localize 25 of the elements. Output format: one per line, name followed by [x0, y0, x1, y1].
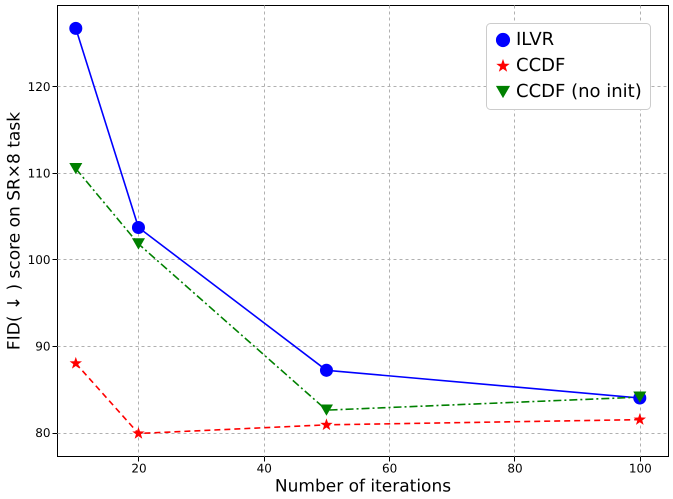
- legend-label: ILVR: [516, 29, 554, 50]
- point: [320, 404, 333, 416]
- y-tick-label: 110: [28, 166, 50, 180]
- x-axis-title: Number of iterations: [274, 476, 452, 496]
- y-tick-label: 100: [28, 253, 50, 267]
- x-tick-label: 40: [256, 462, 272, 476]
- x-tick-label: 20: [131, 462, 147, 476]
- y-tick-label: 90: [35, 340, 50, 354]
- point: [69, 22, 82, 35]
- y-axis-title: FID( ↓ ) score on SR×8 task: [4, 112, 25, 350]
- point: [320, 364, 333, 377]
- y-tick-label: 80: [35, 426, 50, 440]
- point: [634, 413, 646, 425]
- legend-label: CCDF: [516, 55, 566, 76]
- point: [132, 238, 145, 250]
- point: [132, 426, 145, 439]
- point: [69, 162, 82, 174]
- legend-label: CCDF (no init): [516, 81, 642, 102]
- point: [320, 418, 333, 430]
- point: [132, 220, 145, 234]
- x-tick-label: 60: [382, 462, 398, 476]
- x-tick-label: 100: [628, 462, 652, 476]
- x-tick-label: 80: [507, 462, 523, 476]
- y-tick-label: 120: [28, 80, 50, 94]
- point: [70, 356, 82, 369]
